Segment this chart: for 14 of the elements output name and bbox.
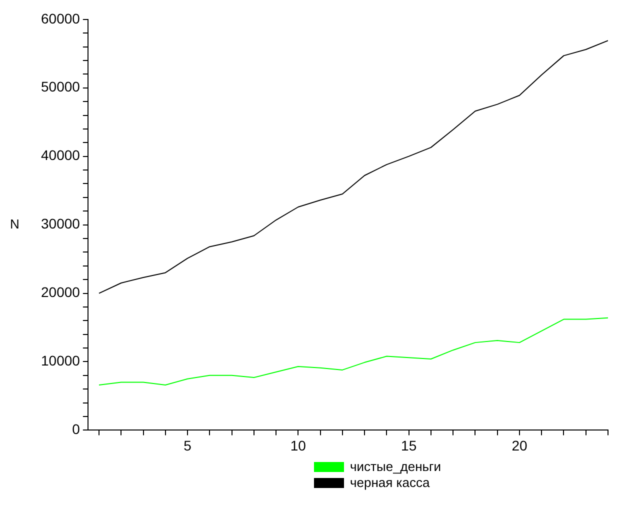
y-tick-label: 20000 [40, 284, 80, 300]
y-tick-label: 0 [72, 421, 80, 438]
y-tick-label: 40000 [40, 147, 80, 164]
y-tick-label: 60000 [40, 10, 80, 26]
legend-label: чистые_деньги [350, 459, 442, 474]
y-tick-label: 30000 [40, 216, 80, 232]
legend-label: черная касса [350, 475, 431, 490]
y-tick-label: 50000 [40, 78, 80, 95]
y-axis-title: N [10, 216, 20, 232]
x-tick-label: 5 [184, 437, 192, 454]
x-tick-label: 15 [401, 437, 417, 454]
y-tick-label: 10000 [40, 352, 80, 369]
x-tick-label: 10 [290, 437, 306, 454]
x-tick-label: 20 [512, 437, 528, 454]
